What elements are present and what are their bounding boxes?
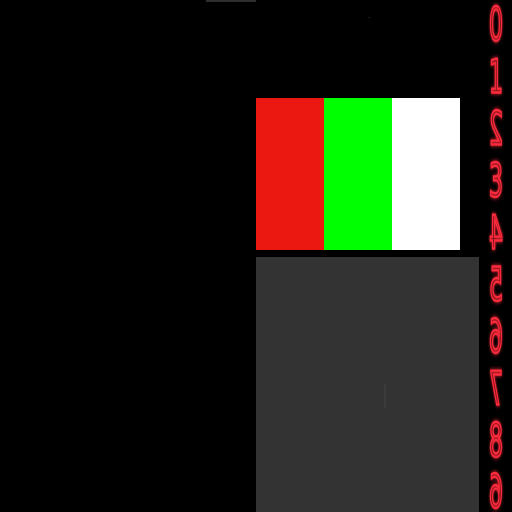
- gray-panel-mark: [384, 384, 386, 408]
- digit-6: 6: [489, 310, 503, 364]
- swatch-green[interactable]: [324, 98, 392, 250]
- digit-7: 7: [489, 362, 503, 416]
- gray-panel: [256, 257, 479, 512]
- digit-strip: 0 1 2 3 4 5 6 7 8 9: [480, 0, 512, 512]
- swatch-white[interactable]: [392, 98, 460, 250]
- swatch-red[interactable]: [256, 98, 324, 250]
- digit-strip-svg: 0 1 2 3 4 5 6 7 8 9: [488, 0, 504, 512]
- digit-2: 2: [489, 102, 503, 156]
- digit-5: 5: [489, 258, 503, 312]
- digit-0: 0: [489, 0, 503, 52]
- digit-group: 0 1 2 3 4 5 6 7 8 9: [488, 0, 504, 512]
- top-edge-dot: [368, 17, 370, 18]
- top-edge-tick: [206, 0, 256, 2]
- color-swatch-panel: [256, 98, 460, 250]
- digit-8: 8: [489, 414, 503, 468]
- digit-4: 4: [489, 206, 503, 260]
- digit-9: 9: [489, 462, 503, 512]
- digit-3: 3: [489, 154, 503, 208]
- digit-1: 1: [489, 50, 503, 104]
